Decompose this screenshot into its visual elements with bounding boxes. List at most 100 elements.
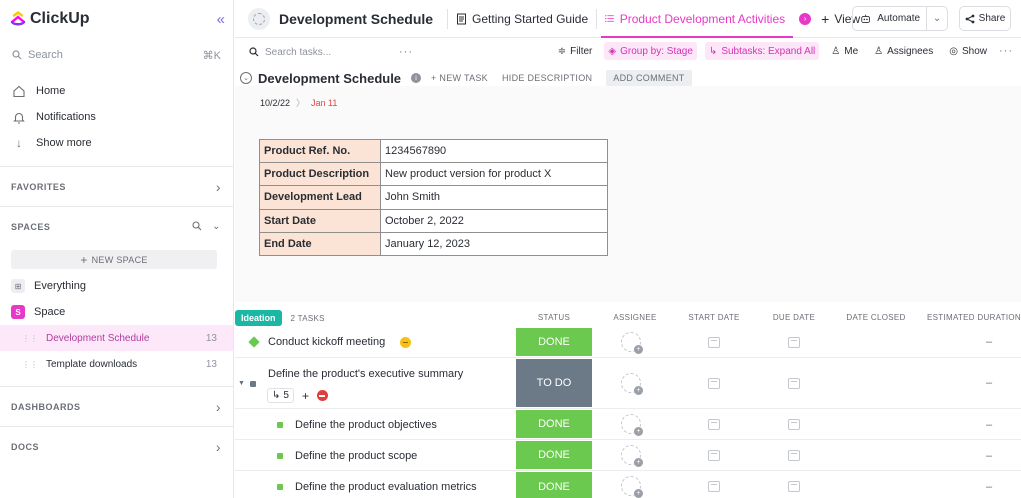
sidebar-list-development-schedule[interactable]: ⋮⋮ Development Schedule 13: [0, 325, 233, 351]
tab-product-development-activities[interactable]: Product Development Activities: [597, 0, 794, 38]
due-date-calendar-icon[interactable]: [788, 450, 800, 461]
show-button[interactable]: ◎ Show: [945, 42, 991, 60]
sidebar-item-everything[interactable]: ⊞ Everything: [0, 273, 233, 299]
add-comment-button[interactable]: ADD COMMENT: [606, 70, 692, 86]
list-title[interactable]: Development Schedule: [258, 70, 402, 86]
automate-button[interactable]: Automate ⌄: [852, 6, 948, 31]
task-row[interactable]: Conduct kickoff meeting DONE + –: [235, 327, 1021, 358]
table-row: Product Description New product version f…: [259, 162, 608, 187]
due-date-calendar-icon[interactable]: [788, 337, 800, 348]
due-date-calendar-icon[interactable]: [788, 419, 800, 430]
blocked-icon[interactable]: [316, 390, 328, 401]
add-assignee-icon[interactable]: +: [621, 445, 643, 467]
task-name[interactable]: Define the product's executive summary: [268, 368, 464, 380]
estimated-duration[interactable]: –: [986, 377, 993, 389]
task-search-input[interactable]: Search tasks...: [249, 47, 399, 58]
task-name[interactable]: Define the product evaluation metrics: [295, 481, 477, 493]
chevron-down-icon[interactable]: ⌄: [926, 7, 947, 30]
sidebar-item-notifications[interactable]: Notifications: [0, 104, 233, 130]
subtasks-button[interactable]: ↳ Subtasks: Expand All: [704, 42, 820, 60]
add-assignee-icon[interactable]: +: [621, 373, 643, 395]
sidebar-item-home[interactable]: Home: [0, 78, 233, 104]
column-header-start-date[interactable]: START DATE: [688, 313, 740, 322]
share-button[interactable]: Share: [959, 6, 1011, 31]
clickup-logo-icon: [10, 11, 26, 26]
search-icon[interactable]: [192, 221, 202, 231]
subtask-row[interactable]: Define the product objectives DONE + –: [235, 409, 1021, 440]
status-cell[interactable]: DONE: [516, 441, 592, 469]
add-view-button[interactable]: + View: [821, 11, 860, 27]
assignees-button[interactable]: ♙ Assignees: [870, 42, 937, 60]
project-title[interactable]: Development Schedule: [279, 10, 434, 27]
task-name[interactable]: Define the product scope: [295, 450, 418, 462]
clickup-logo[interactable]: ClickUp: [10, 10, 90, 28]
subtask-row[interactable]: Define the product evaluation metrics DO…: [235, 471, 1021, 498]
add-assignee-icon[interactable]: +: [621, 476, 643, 498]
section-label: DASHBOARDS: [11, 401, 81, 412]
status-cell[interactable]: DONE: [516, 472, 592, 498]
section-label: DOCS: [11, 441, 40, 452]
table-row: End Date January 12, 2023: [259, 231, 608, 256]
filter-button[interactable]: ≑ Filter: [554, 42, 597, 60]
start-date-calendar-icon[interactable]: [708, 419, 720, 430]
estimated-duration[interactable]: –: [986, 336, 993, 348]
start-date-calendar-icon[interactable]: [708, 450, 720, 461]
due-date-calendar-icon[interactable]: [788, 481, 800, 492]
more-options-icon[interactable]: ···: [399, 46, 413, 58]
hide-description-button[interactable]: HIDE DESCRIPTION: [501, 73, 593, 83]
sidebar-item-label: Show more: [36, 137, 92, 149]
column-header-status[interactable]: STATUS: [537, 313, 571, 322]
estimated-duration[interactable]: –: [986, 419, 993, 431]
status-cell[interactable]: DONE: [516, 410, 592, 438]
tab-scroll-right-icon[interactable]: ›: [799, 12, 812, 25]
sidebar: ClickUp « Search ⌘K Home Notifications ↓…: [0, 0, 234, 498]
due-date-calendar-icon[interactable]: [788, 378, 800, 389]
sidebar-item-space[interactable]: S Space: [0, 299, 233, 325]
list-count: 13: [205, 358, 217, 370]
sidebar-search[interactable]: Search ⌘K: [6, 42, 227, 68]
table-key: Product Description: [259, 162, 381, 187]
more-options-icon[interactable]: ···: [999, 45, 1013, 57]
favorites-section[interactable]: FAVORITES ›: [0, 166, 233, 206]
spaces-section[interactable]: SPACES ⌄: [0, 206, 233, 246]
collapse-circle-icon[interactable]: ⌄: [240, 72, 252, 84]
add-subtask-icon[interactable]: +: [301, 388, 309, 403]
chevron-down-icon[interactable]: ⌄: [212, 221, 221, 232]
task-name[interactable]: Conduct kickoff meeting: [268, 336, 386, 348]
estimated-duration[interactable]: –: [986, 481, 993, 493]
start-date-calendar-icon[interactable]: [708, 378, 720, 389]
tab-getting-started[interactable]: Getting Started Guide: [448, 0, 596, 38]
status-cell[interactable]: DONE: [516, 328, 592, 356]
estimated-duration[interactable]: –: [986, 450, 993, 462]
new-task-button[interactable]: + NEW TASK: [431, 73, 488, 83]
caret-down-icon[interactable]: ▼: [238, 380, 245, 387]
column-header-due-date[interactable]: DUE DATE: [772, 313, 816, 322]
start-date-calendar-icon[interactable]: [708, 337, 720, 348]
collapse-sidebar-icon[interactable]: «: [216, 10, 225, 28]
info-icon[interactable]: i: [411, 73, 422, 83]
status-cell[interactable]: TO DO: [516, 359, 592, 407]
task-name[interactable]: Define the product objectives: [295, 419, 437, 431]
column-header-estimated-duration[interactable]: ESTIMATED DURATION: [927, 313, 1021, 322]
column-header-date-closed[interactable]: DATE CLOSED: [846, 313, 906, 322]
start-date-calendar-icon[interactable]: [708, 481, 720, 492]
divider: [447, 8, 449, 29]
priority-flag-icon[interactable]: [400, 337, 411, 348]
stage-badge[interactable]: Ideation: [235, 310, 282, 326]
new-space-button[interactable]: + NEW SPACE: [11, 250, 217, 269]
dashboards-section[interactable]: DASHBOARDS ›: [0, 386, 233, 426]
subtask-count-button[interactable]: ↳ 5: [267, 388, 294, 403]
task-row[interactable]: ▼ Define the product's executive summary…: [235, 358, 1021, 409]
me-filter-button[interactable]: ♙ Me: [827, 42, 862, 60]
project-icon[interactable]: [248, 7, 270, 30]
group-by-button[interactable]: ◈ Group by: Stage: [604, 42, 697, 60]
sidebar-item-show-more[interactable]: ↓ Show more: [0, 130, 233, 156]
subtask-row[interactable]: Define the product scope DONE + –: [235, 440, 1021, 471]
sidebar-list-template-downloads[interactable]: ⋮⋮ Template downloads 13: [0, 351, 233, 377]
status-label: DONE: [538, 481, 570, 493]
docs-section[interactable]: DOCS ›: [0, 426, 233, 466]
list-dates[interactable]: 10/2/22 〉 Jan 11: [260, 96, 337, 109]
column-header-assignee[interactable]: ASSIGNEE: [613, 313, 657, 322]
add-assignee-icon[interactable]: +: [621, 414, 643, 436]
add-assignee-icon[interactable]: +: [621, 332, 643, 354]
